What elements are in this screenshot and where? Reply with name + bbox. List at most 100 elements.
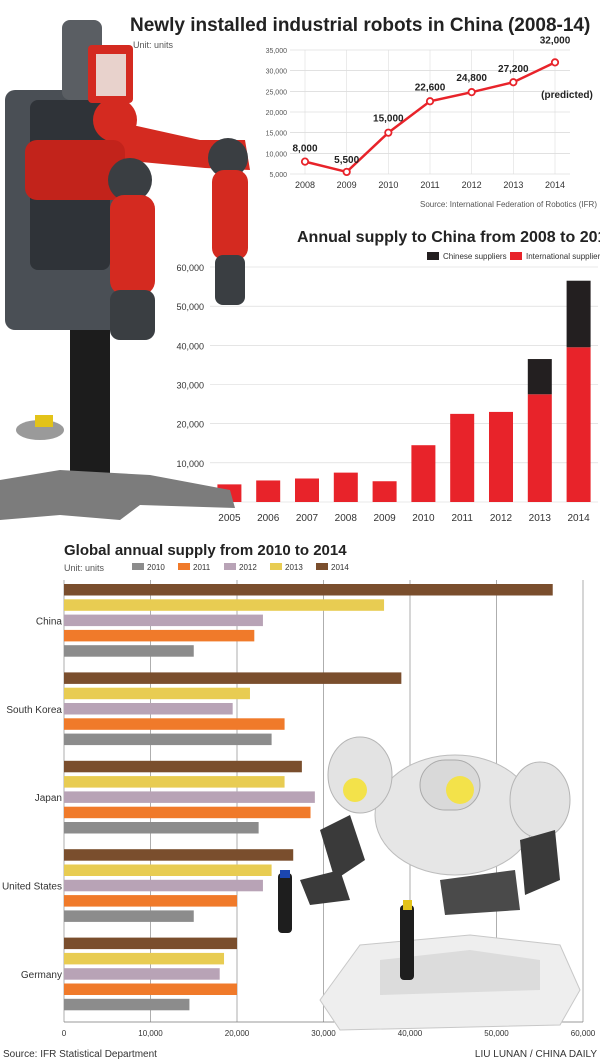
- chart1-x-tick: 2011: [420, 180, 439, 190]
- chart1-source: Source: International Federation of Robo…: [420, 200, 597, 209]
- chart1-x-tick: 2009: [337, 180, 357, 190]
- chart2-bar-international: [256, 480, 281, 502]
- chart1-point: [467, 88, 476, 97]
- chart1-point: [509, 78, 518, 87]
- chart2-x-tick: 2012: [490, 513, 513, 524]
- chart3-bar-2014: [64, 584, 553, 596]
- chart3-bar-2014: [64, 760, 302, 773]
- chart1-y-ticks: 35,000 30,000 25,000 20,000 15,000 10,000 5,00…: [266, 48, 288, 179]
- chart3-bar-2013: [64, 687, 250, 700]
- chart3-legend-swatch: [224, 563, 236, 570]
- chart1-data-label: 8,000: [292, 144, 317, 155]
- chart2-y-tick: 10,000: [176, 459, 204, 469]
- chart1-x-tick: 2012: [462, 180, 482, 190]
- chart2-x-tick: 2008: [335, 513, 358, 524]
- chart1-x-tick: 2010: [378, 180, 398, 190]
- chart1-unit: Unit: units: [133, 40, 174, 50]
- chart3-bar-2012: [64, 879, 263, 892]
- chart3-category-label: South Korea: [6, 705, 62, 716]
- chart1-point: [550, 58, 560, 67]
- chart1-x-tick: 2008: [295, 180, 315, 190]
- chart2-title: Annual supply to China from 2008 to 2014: [297, 229, 600, 246]
- chart3-x-tick: 10,000: [138, 1029, 163, 1038]
- chart3-x-tick: 0: [62, 1029, 67, 1038]
- chart3-bar-2012: [64, 703, 233, 715]
- chart2-bar-chinese: [566, 280, 591, 348]
- chart3-bar-2013: [64, 776, 285, 788]
- chart3-legend-swatch: [270, 563, 282, 570]
- chart2-x-tick: 2005: [218, 513, 241, 524]
- chart3-bar-2010: [64, 822, 259, 834]
- chart1-title: Newly installed industrial robots in Chi…: [130, 15, 590, 36]
- chart3-category-labels: China South Korea Japan United States German…: [2, 616, 62, 981]
- chart3-legend-label: 2014: [331, 563, 349, 572]
- chart3-x-tick: 60,000: [571, 1029, 596, 1038]
- chart3-bar-2011: [64, 983, 237, 995]
- chart3-title: Global annual supply from 2010 to 2014: [64, 542, 347, 559]
- chart3-source: Source: IFR Statistical Department: [3, 1049, 157, 1060]
- chart2-bar-international: [489, 411, 513, 502]
- chart3-bar-2013: [64, 599, 385, 611]
- chart3-bar-2011: [64, 806, 311, 819]
- red-robot-illustration: [0, 20, 250, 520]
- chart2-bar-international: [566, 347, 591, 502]
- chart3-bar-2011: [64, 718, 285, 730]
- chart3-x-tick: 20,000: [225, 1029, 250, 1038]
- chart3-x-tick: 30,000: [311, 1029, 336, 1038]
- chart1-data-label: 22,600: [415, 82, 446, 93]
- chart2-bar-international: [450, 413, 475, 502]
- chart3-bar-2013: [64, 952, 225, 965]
- legend-swatch-chinese: [427, 252, 439, 260]
- chart1-data-labels: 8,000 5,500 15,000 22,600 24,800 27,200 32,000: [292, 35, 570, 166]
- chart3-bar-2010: [64, 998, 190, 1011]
- chart3-category-label: Germany: [21, 970, 62, 981]
- chart2-legend: Chinese suppliers International supplier…: [427, 252, 600, 261]
- chart3-bar-2010: [64, 733, 272, 746]
- chart2-bar-chinese: [527, 359, 552, 395]
- chart3-category-label: Japan: [35, 793, 62, 804]
- chart3-legend-swatch: [316, 563, 328, 570]
- chart2-bar-international: [295, 478, 319, 502]
- chart2-x-ticks: 2005 2006 2007 2008 2009 2010 2011 2012 2013 2014: [218, 513, 590, 524]
- chart3-bar-2012: [64, 614, 263, 627]
- chart2-x-tick: 2010: [412, 513, 435, 524]
- chart1-y-tick: 25,000: [266, 89, 288, 96]
- chart2-x-tick: 2009: [373, 513, 396, 524]
- legend-swatch-international: [510, 252, 522, 260]
- chart3-bar-2011: [64, 895, 237, 907]
- chart3-bar-2010: [64, 910, 194, 922]
- chart3-credit: LIU LUNAN / CHINA DAILY: [475, 1049, 597, 1060]
- chart3-bars: [64, 584, 553, 1011]
- chart1-data-label: 27,200: [498, 64, 529, 75]
- white-robot-illustration: [278, 736, 581, 1031]
- chart1-y-tick: 15,000: [266, 131, 288, 138]
- chart3-bar-2012: [64, 791, 315, 803]
- chart1-data-label: 15,000: [373, 114, 404, 125]
- chart1-y-tick: 5,000: [269, 172, 287, 179]
- chart3-legend-label: 2012: [239, 563, 257, 572]
- chart2-y-tick: 40,000: [176, 341, 204, 351]
- chart1-data-label: 32,000: [540, 35, 571, 46]
- chart3-bar-2012: [64, 968, 220, 980]
- chart1-point: [384, 128, 393, 137]
- chart2-bar-international: [333, 472, 358, 502]
- chart3-legend-label: 2013: [285, 563, 303, 572]
- chart2-x-tick: 2013: [529, 513, 552, 524]
- chart3-x-ticks: 0 10,000 20,000 30,000 40,000 50,000 60,000: [62, 1029, 596, 1038]
- chart3-unit: Unit: units: [64, 563, 105, 573]
- chart1-y-tick: 20,000: [266, 110, 288, 117]
- chart2-y-tick: 30,000: [176, 381, 204, 391]
- chart1-point: [342, 167, 351, 177]
- chart3-category-label: United States: [2, 882, 62, 893]
- chart3-legend-swatch: [132, 563, 144, 570]
- chart3-bar-2010: [64, 645, 194, 657]
- chart1-series: [300, 58, 560, 177]
- chart1-data-label: 24,800: [456, 73, 487, 84]
- chart3-bar-2013: [64, 864, 272, 876]
- chart2-bar-international: [411, 445, 436, 502]
- chart1-y-tick: 10,000: [266, 151, 288, 158]
- chart3-x-tick: 50,000: [484, 1029, 509, 1038]
- chart1-x-tick: 2014: [545, 180, 565, 190]
- chart2-x-tick: 2011: [451, 513, 473, 524]
